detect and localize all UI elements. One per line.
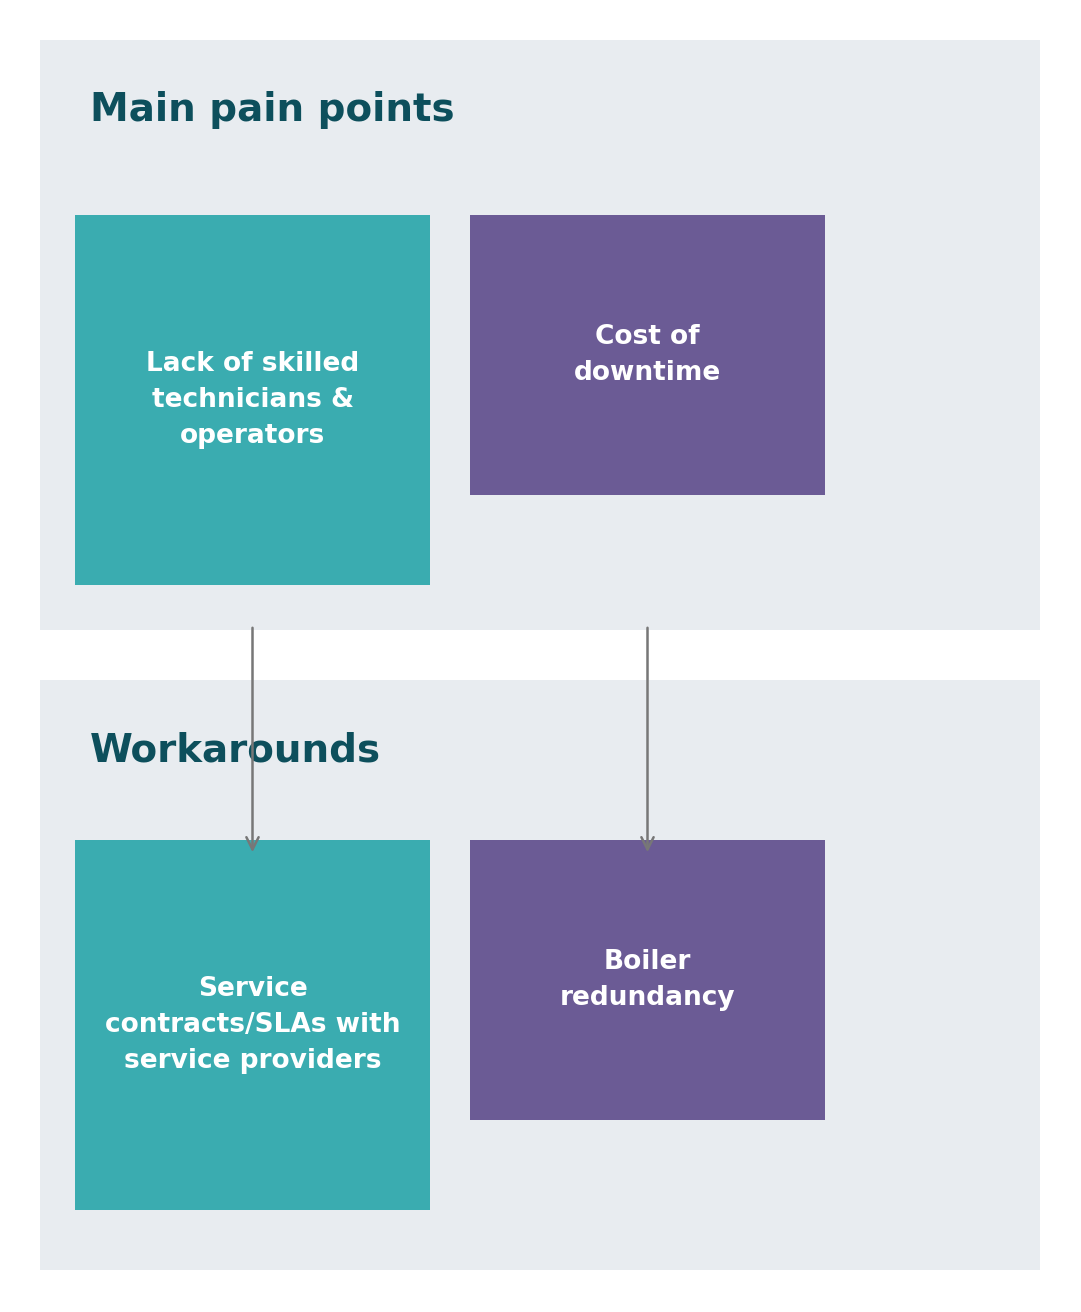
FancyBboxPatch shape (470, 215, 825, 495)
FancyBboxPatch shape (40, 39, 1040, 630)
FancyBboxPatch shape (470, 840, 825, 1120)
Text: Lack of skilled
technicians &
operators: Lack of skilled technicians & operators (146, 352, 359, 449)
Text: Service
contracts/SLAs with
service providers: Service contracts/SLAs with service prov… (105, 976, 400, 1075)
Text: Main pain points: Main pain points (90, 91, 455, 129)
Text: Cost of
downtime: Cost of downtime (574, 324, 721, 386)
FancyBboxPatch shape (75, 215, 430, 585)
FancyBboxPatch shape (40, 680, 1040, 1270)
Text: Workarounds: Workarounds (90, 731, 382, 769)
FancyBboxPatch shape (75, 840, 430, 1210)
Text: Boiler
redundancy: Boiler redundancy (560, 949, 735, 1012)
